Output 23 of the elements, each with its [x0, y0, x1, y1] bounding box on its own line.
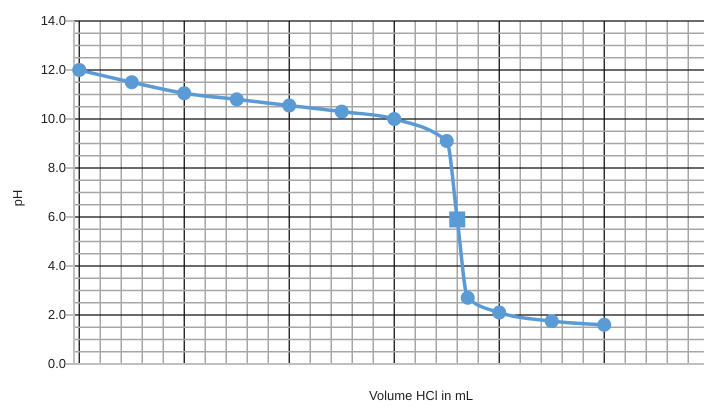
y-tick-label: 4.0 [48, 258, 66, 274]
point [72, 63, 86, 77]
point [440, 134, 454, 148]
point [230, 92, 244, 106]
point [334, 104, 349, 119]
point [124, 75, 139, 90]
x-axis-title: Volume HCl in mL [368, 388, 474, 403]
point [282, 98, 296, 113]
point [387, 112, 402, 126]
y-tick-label: 10.0 [40, 111, 66, 126]
y-tick-label: 12.0 [40, 62, 66, 78]
y-tick-label: 6.0 [48, 209, 66, 224]
point [544, 314, 559, 328]
y-tick-label: 14.0 [40, 13, 66, 28]
y-tick-label: 8.0 [48, 160, 66, 176]
point [177, 86, 192, 100]
point [449, 211, 466, 228]
y-axis-title: pH [10, 190, 25, 206]
y-tick-label: 2.0 [48, 307, 66, 322]
y-tick-label: 0.0 [48, 356, 66, 372]
point [460, 290, 475, 305]
point [597, 318, 612, 332]
point [492, 306, 506, 320]
